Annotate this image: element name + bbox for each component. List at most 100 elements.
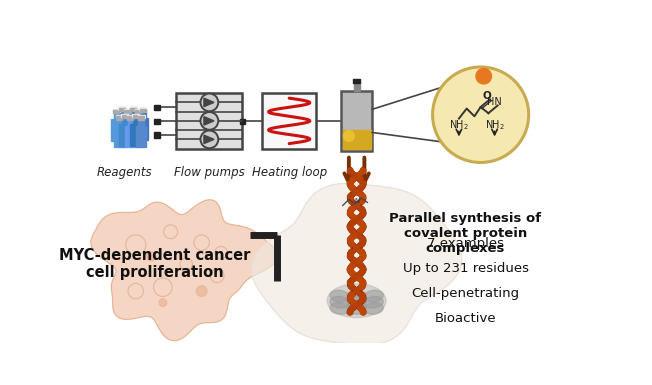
Circle shape xyxy=(354,245,360,251)
Circle shape xyxy=(357,219,363,225)
Circle shape xyxy=(348,249,354,255)
Circle shape xyxy=(200,112,218,130)
Circle shape xyxy=(351,301,357,306)
Bar xyxy=(128,117,138,139)
Bar xyxy=(125,110,130,113)
Circle shape xyxy=(350,177,356,182)
Circle shape xyxy=(349,228,355,234)
Polygon shape xyxy=(91,200,278,341)
Circle shape xyxy=(147,252,156,261)
Ellipse shape xyxy=(330,296,349,308)
Bar xyxy=(133,115,139,118)
Bar xyxy=(113,110,119,113)
Circle shape xyxy=(350,305,356,311)
Circle shape xyxy=(349,271,355,277)
Circle shape xyxy=(476,69,492,84)
Bar xyxy=(138,118,148,140)
Circle shape xyxy=(351,215,357,221)
Circle shape xyxy=(353,202,359,208)
Bar xyxy=(130,108,136,117)
Text: 7 examples: 7 examples xyxy=(427,237,504,250)
Bar xyxy=(353,79,360,83)
Text: Cell-penetrating: Cell-penetrating xyxy=(411,287,520,300)
Bar xyxy=(155,119,160,124)
Text: Reagents: Reagents xyxy=(96,166,152,179)
Bar xyxy=(115,115,123,118)
Bar xyxy=(119,108,125,117)
Bar xyxy=(119,108,125,111)
Circle shape xyxy=(347,181,353,187)
Circle shape xyxy=(360,254,366,259)
Circle shape xyxy=(360,236,366,243)
Circle shape xyxy=(360,211,366,217)
FancyBboxPatch shape xyxy=(177,93,243,149)
Circle shape xyxy=(359,249,365,255)
Circle shape xyxy=(348,296,353,302)
Bar xyxy=(155,132,160,138)
Ellipse shape xyxy=(364,303,383,314)
Bar xyxy=(121,114,128,117)
Circle shape xyxy=(159,299,167,306)
Circle shape xyxy=(347,266,353,272)
Circle shape xyxy=(352,232,358,238)
Bar xyxy=(130,124,141,146)
Bar xyxy=(111,119,122,141)
Ellipse shape xyxy=(347,290,366,302)
Bar xyxy=(155,105,160,110)
Text: MYC-dependent cancer
cell proliferation: MYC-dependent cancer cell proliferation xyxy=(59,248,250,280)
Bar xyxy=(122,119,133,141)
Text: NH$_2$: NH$_2$ xyxy=(449,119,469,132)
Text: HN: HN xyxy=(487,97,502,107)
Bar xyxy=(343,130,370,149)
Text: NH$_2$: NH$_2$ xyxy=(484,119,505,132)
Bar xyxy=(127,117,134,119)
Bar xyxy=(119,107,125,110)
Circle shape xyxy=(351,275,357,281)
Bar xyxy=(140,109,145,118)
Bar xyxy=(133,115,138,124)
Circle shape xyxy=(347,309,353,315)
Bar xyxy=(138,117,144,119)
Circle shape xyxy=(359,241,365,247)
Circle shape xyxy=(360,280,366,285)
Circle shape xyxy=(356,215,362,221)
Circle shape xyxy=(347,224,353,229)
Circle shape xyxy=(360,194,366,199)
Circle shape xyxy=(359,284,365,290)
FancyBboxPatch shape xyxy=(341,91,372,151)
Ellipse shape xyxy=(347,303,366,314)
Circle shape xyxy=(350,262,356,268)
Ellipse shape xyxy=(330,290,349,302)
Circle shape xyxy=(354,288,360,294)
Circle shape xyxy=(348,284,354,290)
Text: Up to 231 residues: Up to 231 residues xyxy=(402,262,529,275)
FancyBboxPatch shape xyxy=(262,93,316,149)
Polygon shape xyxy=(327,284,386,318)
Circle shape xyxy=(344,131,354,141)
Circle shape xyxy=(348,280,353,285)
Circle shape xyxy=(359,207,364,213)
Circle shape xyxy=(348,194,353,199)
Bar xyxy=(125,126,136,147)
Circle shape xyxy=(348,211,353,217)
Polygon shape xyxy=(204,98,214,107)
Circle shape xyxy=(356,172,362,178)
Bar xyxy=(140,109,146,112)
Bar xyxy=(132,114,140,117)
Bar xyxy=(113,110,119,119)
Circle shape xyxy=(200,94,218,111)
Ellipse shape xyxy=(364,290,383,302)
Circle shape xyxy=(353,245,359,251)
Circle shape xyxy=(354,202,360,208)
Circle shape xyxy=(349,207,355,213)
Ellipse shape xyxy=(364,296,383,308)
Circle shape xyxy=(359,292,365,298)
Circle shape xyxy=(360,296,366,302)
Bar xyxy=(116,116,122,126)
Circle shape xyxy=(357,262,363,268)
Circle shape xyxy=(361,181,366,187)
Circle shape xyxy=(361,266,366,272)
Bar xyxy=(119,124,130,146)
Circle shape xyxy=(196,286,207,296)
Text: Flow pumps: Flow pumps xyxy=(174,166,244,179)
